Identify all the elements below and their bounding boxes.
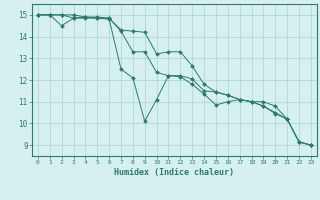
X-axis label: Humidex (Indice chaleur): Humidex (Indice chaleur) (115, 168, 234, 177)
